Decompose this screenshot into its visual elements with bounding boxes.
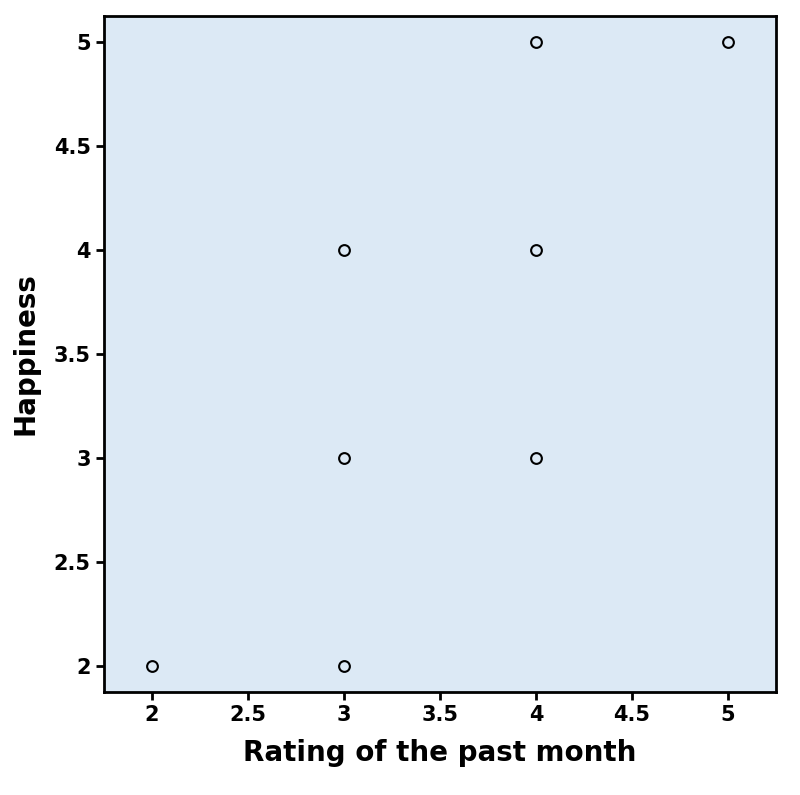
Point — [530, 452, 542, 464]
Point — [146, 659, 158, 672]
Y-axis label: Happiness: Happiness — [12, 273, 40, 435]
Point — [338, 243, 350, 256]
Point — [338, 659, 350, 672]
Point — [530, 36, 542, 48]
Point — [530, 243, 542, 256]
X-axis label: Rating of the past month: Rating of the past month — [243, 739, 637, 766]
Point — [338, 452, 350, 464]
Point — [722, 36, 734, 48]
